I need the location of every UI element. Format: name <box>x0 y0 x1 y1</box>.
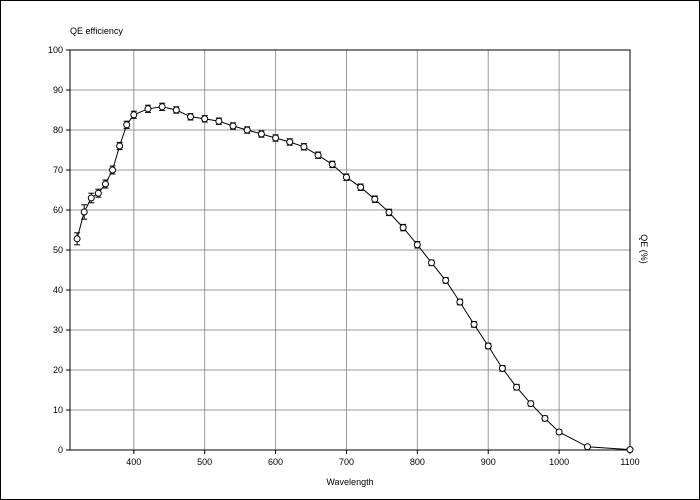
data-point <box>257 130 265 138</box>
data-point <box>215 117 223 125</box>
data-point <box>187 113 195 121</box>
x-tick-label: 700 <box>339 457 354 467</box>
y-tick-label: 70 <box>53 165 63 175</box>
y-tick-label: 20 <box>53 365 63 375</box>
y-tick-label: 60 <box>53 205 63 215</box>
data-point <box>286 138 294 146</box>
data-point <box>357 183 365 191</box>
y-tick-label: 0 <box>58 445 63 455</box>
y-tick-label: 10 <box>53 405 63 415</box>
data-point <box>541 414 549 422</box>
data-point <box>371 195 379 203</box>
data-point <box>109 165 117 175</box>
grid <box>70 50 630 450</box>
data-point <box>583 443 591 451</box>
data-point <box>428 259 436 267</box>
x-tick-label: 1000 <box>549 457 569 467</box>
data-point <box>272 134 280 142</box>
y-tick-label: 80 <box>53 125 63 135</box>
y-tick-label: 100 <box>48 45 63 55</box>
data-point <box>172 106 180 114</box>
data-point <box>300 143 308 151</box>
data-point <box>201 115 209 123</box>
data-point <box>73 232 81 246</box>
data-point <box>555 428 563 436</box>
data-point <box>342 173 350 181</box>
data-point <box>328 160 336 169</box>
data-point <box>101 179 109 189</box>
data-point <box>626 446 634 454</box>
data-point <box>484 342 492 350</box>
data-point <box>456 298 464 306</box>
data-point <box>123 120 131 129</box>
data-point <box>87 192 95 204</box>
data-point <box>314 151 322 159</box>
data-point <box>116 141 124 151</box>
data-point <box>527 400 535 408</box>
data-point <box>80 204 88 220</box>
y-tick-label: 40 <box>53 285 63 295</box>
x-tick-label: 1100 <box>620 457 639 467</box>
chart-title: QE efficiency <box>70 26 123 36</box>
x-axis-label: Wavelength <box>326 477 373 487</box>
y-axis-label: QE (%) <box>639 234 649 264</box>
x-tick-label: 900 <box>481 457 496 467</box>
data-point <box>442 276 450 284</box>
y-tick-label: 30 <box>53 325 63 335</box>
y-tick-label: 90 <box>53 85 63 95</box>
x-axis: 400 500 600 700 800 900 1000 1100 <box>126 450 640 467</box>
data-markers <box>73 102 634 454</box>
y-axis: 0 10 20 30 40 50 60 70 80 90 100 <box>48 45 70 455</box>
data-point <box>158 102 166 111</box>
data-point <box>498 364 506 372</box>
data-point <box>385 208 393 217</box>
data-point <box>243 126 251 134</box>
x-tick-label: 600 <box>268 457 283 467</box>
series-line <box>76 106 631 451</box>
data-point <box>229 122 237 130</box>
data-point <box>130 110 138 119</box>
data-point <box>470 320 478 328</box>
x-tick-label: 400 <box>126 457 141 467</box>
x-tick-label: 500 <box>197 457 212 467</box>
data-point <box>94 188 102 198</box>
data-point <box>399 223 407 232</box>
data-point <box>513 383 521 391</box>
data-point <box>413 241 421 249</box>
x-tick-label: 800 <box>410 457 425 467</box>
data-point <box>144 104 152 113</box>
y-tick-label: 50 <box>53 245 63 255</box>
